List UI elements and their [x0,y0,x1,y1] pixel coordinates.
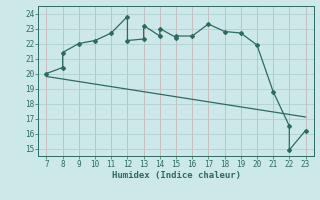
X-axis label: Humidex (Indice chaleur): Humidex (Indice chaleur) [111,171,241,180]
